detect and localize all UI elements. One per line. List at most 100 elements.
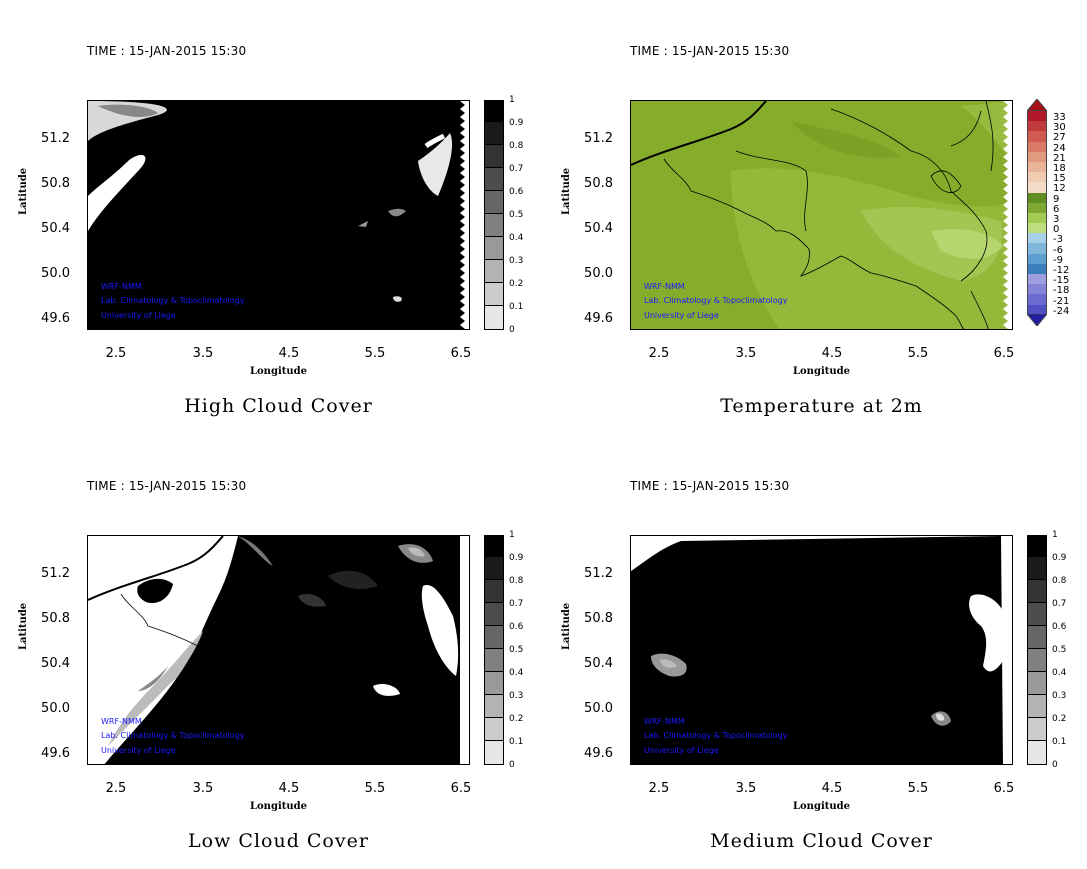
colorbar-swatch xyxy=(1028,111,1046,122)
credit-line-3: University of Liege xyxy=(644,746,719,755)
time-label: TIME : 15-JAN-2015 15:30 xyxy=(630,44,790,58)
colorbar-swatch xyxy=(485,580,503,603)
credit-line-1: WRF-NMM xyxy=(644,717,685,726)
colorbar-label: 0.1 xyxy=(509,737,524,747)
colorbar-label: 27 xyxy=(1053,132,1066,143)
ytick: 51.2 xyxy=(41,566,70,581)
ytick: 50.4 xyxy=(584,656,613,671)
colorbar-label: -24 xyxy=(1053,306,1070,317)
xtick: 4.5 xyxy=(278,346,300,361)
colorbar-label: 1 xyxy=(509,530,515,540)
colorbar-label: 0 xyxy=(509,760,515,770)
colorbar-label: 6 xyxy=(1053,204,1060,215)
ytick: 50.8 xyxy=(584,176,613,191)
low-cloud-map xyxy=(88,536,469,764)
colorbar-label: 0.6 xyxy=(1052,622,1067,632)
panel-temperature-2m: TIME : 15-JAN-2015 15:30 WRF-NMM Lab. Cl… xyxy=(543,0,1086,434)
colorbar-swatch xyxy=(485,626,503,649)
colorbar-label: 0.5 xyxy=(1052,645,1067,655)
xtick: 2.5 xyxy=(105,346,127,361)
colorbar-bottom-arrow xyxy=(1027,314,1047,326)
ytick: 50.0 xyxy=(41,701,70,716)
panel-title: Low Cloud Cover xyxy=(188,830,369,852)
colorbar xyxy=(484,535,504,765)
colorbar-label: 0.2 xyxy=(509,714,524,724)
y-axis-label: Latitude xyxy=(18,602,29,650)
colorbar-label: 0.2 xyxy=(1052,714,1067,724)
colorbar-swatch xyxy=(1028,284,1046,295)
colorbar-swatch xyxy=(485,237,503,260)
colorbar-label: -21 xyxy=(1053,296,1070,307)
colorbar-label: 0.4 xyxy=(509,233,524,243)
colorbar-swatch xyxy=(1028,536,1046,557)
map-frame xyxy=(630,535,1013,765)
colorbar-label: -12 xyxy=(1053,265,1070,276)
xtick: 6.5 xyxy=(993,781,1015,796)
colorbar-label: -18 xyxy=(1053,285,1070,296)
colorbar-label: 0.3 xyxy=(509,256,524,266)
colorbar-swatch xyxy=(485,214,503,237)
colorbar-label: 0.4 xyxy=(509,668,524,678)
colorbar-top-arrow xyxy=(1027,99,1047,111)
ytick: 50.8 xyxy=(41,176,70,191)
panel-low-cloud-cover: TIME : 15-JAN-2015 15:30 WRF-NMM Lab. Cl… xyxy=(0,435,543,869)
colorbar-label: 0.5 xyxy=(509,210,524,220)
time-label: TIME : 15-JAN-2015 15:30 xyxy=(87,479,247,493)
colorbar-swatch xyxy=(1028,626,1046,649)
y-axis-label: Latitude xyxy=(18,167,29,215)
colorbar-label: -6 xyxy=(1053,245,1063,256)
colorbar-swatch xyxy=(1028,202,1046,213)
xtick: 6.5 xyxy=(993,346,1015,361)
xtick: 3.5 xyxy=(735,781,757,796)
colorbar-label: 0 xyxy=(509,325,515,335)
panel-title: Medium Cloud Cover xyxy=(710,830,933,852)
colorbar-label: -15 xyxy=(1053,275,1070,286)
ytick: 50.4 xyxy=(41,221,70,236)
colorbar-swatch xyxy=(485,283,503,306)
ytick: 51.2 xyxy=(584,131,613,146)
colorbar-label: 0.4 xyxy=(1052,668,1067,678)
colorbar-label: 0.1 xyxy=(1052,737,1067,747)
colorbar-swatch xyxy=(485,718,503,741)
colorbar-label: 0.1 xyxy=(509,302,524,312)
colorbar-swatch xyxy=(485,145,503,168)
colorbar-label: 0.7 xyxy=(509,599,524,609)
colorbar-label: 18 xyxy=(1053,163,1066,174)
ytick: 50.4 xyxy=(584,221,613,236)
colorbar-label: 0.2 xyxy=(509,279,524,289)
colorbar-label: 0.6 xyxy=(509,187,524,197)
credit-line-2: Lab. Climatology & Topoclimatology xyxy=(101,296,245,305)
colorbar xyxy=(1027,535,1047,765)
colorbar-swatch xyxy=(485,695,503,718)
colorbar-swatch xyxy=(1028,672,1046,695)
colorbar-label: 0 xyxy=(1053,224,1060,235)
ytick: 51.2 xyxy=(41,131,70,146)
xtick: 2.5 xyxy=(105,781,127,796)
colorbar-label: 0.9 xyxy=(1052,553,1067,563)
colorbar-swatch xyxy=(1028,294,1046,305)
colorbar xyxy=(484,100,504,330)
colorbar-swatch xyxy=(1028,695,1046,718)
map-frame xyxy=(87,100,470,330)
colorbar-label: 1 xyxy=(1052,530,1058,540)
credit-line-3: University of Liege xyxy=(101,311,176,320)
ytick: 49.6 xyxy=(584,746,613,761)
colorbar-label: 0.9 xyxy=(509,118,524,128)
ytick: 49.6 xyxy=(41,311,70,326)
xtick: 2.5 xyxy=(648,346,670,361)
panel-title: High Cloud Cover xyxy=(184,395,373,417)
ytick: 49.6 xyxy=(41,746,70,761)
colorbar-swatch xyxy=(1028,274,1046,285)
colorbar-swatch xyxy=(485,649,503,672)
ytick: 50.8 xyxy=(41,611,70,626)
ytick: 50.0 xyxy=(584,266,613,281)
colorbar-swatch xyxy=(1028,253,1046,264)
credit-line-2: Lab. Climatology & Topoclimatology xyxy=(101,731,245,740)
colorbar-label: 33 xyxy=(1053,112,1066,123)
colorbar-label: 0.9 xyxy=(509,553,524,563)
colorbar-swatch xyxy=(1028,580,1046,603)
colorbar-swatch xyxy=(485,168,503,191)
xtick: 5.5 xyxy=(364,346,386,361)
colorbar-swatch xyxy=(485,260,503,283)
ytick: 51.2 xyxy=(584,566,613,581)
